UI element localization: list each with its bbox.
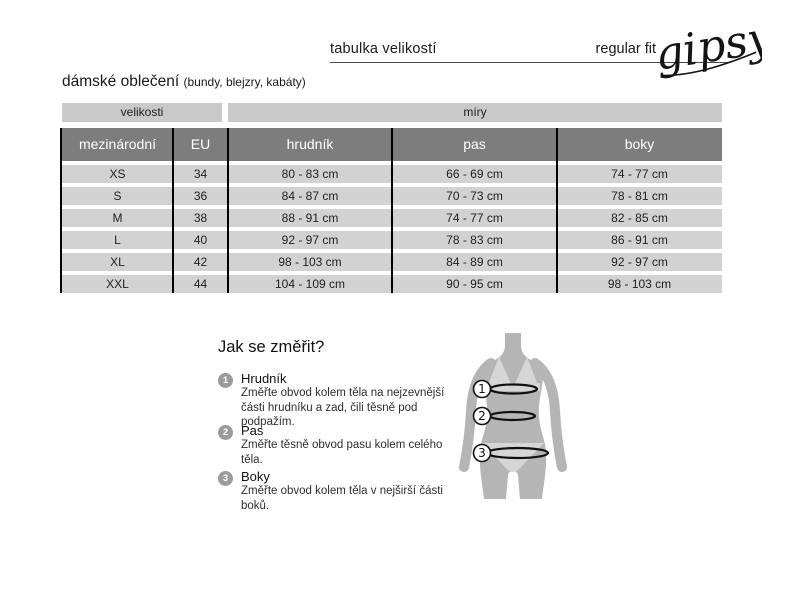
waist-cell: 66 - 69 cm: [392, 165, 557, 183]
chest-cell: 98 - 103 cm: [228, 253, 392, 271]
eu-cell: 42: [173, 253, 228, 271]
size-cell: XL: [62, 253, 173, 271]
guide-item-title: Hrudník: [241, 371, 287, 386]
column-header-international: mezinárodní: [62, 128, 173, 161]
marker-number-3: 3: [478, 446, 486, 460]
size-cell: XXL: [62, 275, 173, 293]
chest-cell: 88 - 91 cm: [228, 209, 392, 227]
eu-cell: 40: [173, 231, 228, 249]
right-arm: [530, 358, 567, 472]
waist-cell: 70 - 73 cm: [392, 187, 557, 205]
brand-logo-text: gipsy: [652, 12, 762, 81]
step-badge-1: 1: [218, 373, 233, 388]
hips-cell: 82 - 85 cm: [557, 209, 722, 227]
size-cell: XS: [62, 165, 173, 183]
table-header-row: mezinárodní EU hrudník pas boky: [62, 128, 722, 161]
step-badge-2: 2: [218, 425, 233, 440]
chest-cell: 80 - 83 cm: [228, 165, 392, 183]
guide-item-description: Změřte obvod kolem těla v nejširší části…: [241, 485, 443, 512]
left-arm: [459, 358, 496, 472]
size-cell: M: [62, 209, 173, 227]
marker-circle-1: [472, 379, 492, 399]
table-row: XXL 44 104 - 109 cm 90 - 95 cm 98 - 103 …: [62, 275, 722, 293]
header-divider: [330, 62, 731, 63]
column-divider: [556, 128, 558, 293]
eu-cell: 38: [173, 209, 228, 227]
size-table: velikosti míry mezinárodní EU hrudník pa…: [60, 103, 722, 295]
waist-cell: 84 - 89 cm: [392, 253, 557, 271]
group-header-measures: míry: [228, 103, 722, 122]
group-header-sizes: velikosti: [62, 103, 222, 122]
marker-number-2: 2: [478, 409, 486, 423]
hips-cell: 86 - 91 cm: [557, 231, 722, 249]
hips-cell: 78 - 81 cm: [557, 187, 722, 205]
category-title-detail: (bundy, blejzry, kabáty): [183, 75, 306, 89]
table-row: M 38 88 - 91 cm 74 - 77 cm 82 - 85 cm: [62, 209, 722, 227]
eu-cell: 44: [173, 275, 228, 293]
waist-cell: 74 - 77 cm: [392, 209, 557, 227]
guide-item-chest: 1 Hrudník Změřte obvod kolem těla na nej…: [218, 371, 468, 430]
column-divider: [172, 128, 174, 293]
bikini-top: [488, 357, 513, 388]
table-row: S 36 84 - 87 cm 70 - 73 cm 78 - 81 cm: [62, 187, 722, 205]
guide-item-hips: 3 Boky Změřte obvod kolem těla v nejširš…: [218, 469, 468, 513]
category-title: dámské oblečení (bundy, blejzry, kabáty): [62, 73, 306, 91]
eu-cell: 34: [173, 165, 228, 183]
column-header-waist: pas: [392, 128, 557, 161]
chest-cell: 104 - 109 cm: [228, 275, 392, 293]
guide-item-description: Změřte obvod kolem těla na nejzevnější č…: [241, 387, 445, 429]
step-badge-3: 3: [218, 471, 233, 486]
guide-item-title: Boky: [241, 469, 270, 484]
brand-logo: gipsy: [652, 12, 762, 81]
guide-item-title: Pas: [241, 423, 264, 438]
guide-item-description: Změřte těsně obvod pasu kolem celého těl…: [241, 439, 443, 466]
table-border-left: [60, 128, 62, 293]
waist-cell: 78 - 83 cm: [392, 231, 557, 249]
bikini-top: [513, 357, 538, 388]
marker-circle-3: [472, 443, 492, 463]
body-measurement-figure: 1 2 3: [459, 333, 567, 499]
size-cell: L: [62, 231, 173, 249]
fit-label: regular fit: [595, 41, 656, 57]
table-row: L 40 92 - 97 cm 78 - 83 cm 86 - 91 cm: [62, 231, 722, 249]
measure-guide-heading: Jak se změřit?: [218, 338, 325, 356]
column-divider: [391, 128, 393, 293]
column-header-eu: EU: [173, 128, 228, 161]
waist-cell: 90 - 95 cm: [392, 275, 557, 293]
page-title: tabulka velikostí: [330, 41, 437, 57]
marker-number-1: 1: [478, 382, 486, 396]
marker-circle-2: [472, 406, 492, 426]
chest-cell: 84 - 87 cm: [228, 187, 392, 205]
column-divider: [227, 128, 229, 293]
chest-cell: 92 - 97 cm: [228, 231, 392, 249]
column-header-hips: boky: [557, 128, 722, 161]
column-header-chest: hrudník: [228, 128, 392, 161]
table-row: XS 34 80 - 83 cm 66 - 69 cm 74 - 77 cm: [62, 165, 722, 183]
category-title-main: dámské oblečení: [62, 73, 180, 90]
eu-cell: 36: [173, 187, 228, 205]
hips-cell: 98 - 103 cm: [557, 275, 722, 293]
hips-cell: 74 - 77 cm: [557, 165, 722, 183]
table-row: XL 42 98 - 103 cm 84 - 89 cm 92 - 97 cm: [62, 253, 722, 271]
guide-item-waist: 2 Pas Změřte těsně obvod pasu kolem celé…: [218, 423, 468, 467]
size-cell: S: [62, 187, 173, 205]
hips-cell: 92 - 97 cm: [557, 253, 722, 271]
